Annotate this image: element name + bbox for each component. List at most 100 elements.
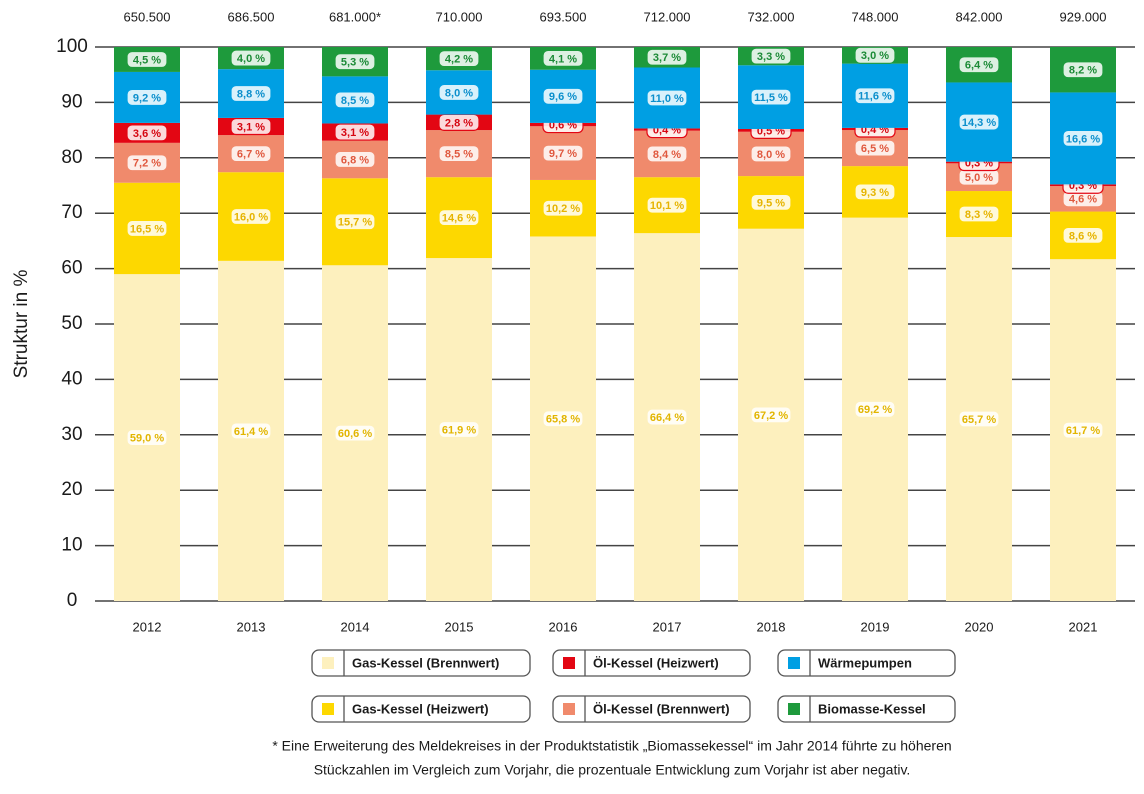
y-tick-label: 0 [67, 590, 78, 611]
value-label-box [750, 406, 792, 424]
value-label-box [126, 50, 168, 69]
value-label-box [1062, 61, 1104, 79]
value-label-box [542, 144, 584, 162]
legend-swatch [322, 703, 334, 715]
value-label-box [230, 49, 272, 67]
value-label: 66,4 % [650, 412, 684, 424]
value-label: 11,6 % [858, 91, 892, 103]
value-label-box [542, 199, 584, 217]
value-label: 4,1 % [549, 53, 577, 65]
legend-box [777, 695, 956, 723]
x-tick-label: 2020 [965, 619, 994, 634]
value-label-box [1062, 226, 1104, 244]
value-label: 6,4 % [965, 60, 993, 72]
x-tick-label: 2013 [237, 619, 266, 634]
value-label-box [750, 193, 792, 211]
legend-box [552, 649, 751, 677]
y-tick-label: 50 [61, 313, 82, 334]
value-label: 2,8 % [445, 117, 473, 129]
y-tick-label: 40 [61, 368, 82, 389]
value-label: 61,9 % [442, 424, 476, 436]
x-tick-label: 2016 [549, 619, 578, 634]
value-label-box [958, 56, 1000, 74]
value-label-box [646, 196, 688, 214]
total-label: 712.000 [644, 9, 691, 24]
value-label: 8,5 % [341, 95, 369, 107]
value-label-box [334, 53, 376, 71]
y-tick-label: 30 [61, 424, 82, 445]
value-label: 8,0 % [445, 87, 473, 99]
legend-swatch [563, 657, 575, 669]
value-label-box [438, 50, 480, 68]
y-tick-label: 10 [61, 535, 82, 556]
value-label-box [542, 49, 584, 67]
legend-box [777, 649, 956, 677]
value-label-box [750, 47, 792, 65]
value-label-box [958, 113, 1000, 131]
x-tick-label: 2018 [757, 619, 786, 634]
y-axis-title: Struktur in % [11, 270, 32, 379]
total-label: 650.500 [124, 9, 171, 24]
value-label: 8,3 % [965, 209, 993, 221]
legend-swatch [788, 703, 800, 715]
value-label-box [334, 213, 376, 231]
value-label: 8,8 % [237, 88, 265, 100]
value-label-box [750, 145, 792, 163]
value-label-box [958, 410, 1000, 428]
value-label-box [126, 219, 168, 238]
value-label-box [334, 123, 376, 141]
value-label: 15,7 % [338, 217, 372, 229]
value-label: 6,8 % [341, 154, 369, 166]
y-tick-label: 80 [61, 147, 82, 168]
value-label-box [438, 83, 480, 102]
value-label: 9,7 % [549, 148, 577, 160]
value-label-box [126, 124, 168, 142]
value-label: 61,4 % [234, 426, 268, 438]
value-label: 6,7 % [237, 149, 265, 161]
total-label: 681.000* [329, 9, 381, 24]
total-label: 929.000 [1060, 9, 1107, 24]
legend-label: Gas-Kessel (Heizwert) [352, 701, 489, 716]
value-label: 14,3 % [962, 117, 996, 129]
value-label: 3,1 % [237, 121, 265, 133]
value-label-box [646, 408, 688, 426]
value-label-box [230, 207, 272, 226]
value-label: 4,6 % [1069, 194, 1097, 206]
value-label-box [334, 150, 376, 169]
y-tick-label: 90 [61, 91, 82, 112]
value-label-box [854, 400, 896, 418]
legend-swatch [563, 703, 575, 715]
value-label-box [854, 183, 896, 201]
value-label: 16,0 % [234, 211, 268, 223]
value-label: 11,5 % [754, 92, 788, 104]
value-label: 5,3 % [341, 57, 369, 69]
value-label: 6,5 % [861, 143, 889, 155]
legend-swatch [322, 657, 334, 669]
legend-label: Biomasse-Kessel [818, 701, 926, 716]
value-label: 59,0 % [130, 432, 164, 444]
value-label-box [854, 139, 896, 157]
value-label: 3,3 % [757, 51, 785, 63]
value-label: 69,2 % [858, 404, 892, 416]
y-tick-label: 70 [61, 202, 82, 223]
value-label: 4,5 % [133, 54, 161, 66]
x-tick-label: 2015 [445, 619, 474, 634]
value-label: 14,6 % [442, 213, 476, 225]
value-label-box [438, 145, 480, 163]
value-label-box [230, 422, 272, 440]
value-label: 8,6 % [1069, 230, 1097, 242]
value-label-box [542, 410, 584, 428]
y-tick-label: 100 [56, 36, 88, 57]
value-label-box [438, 420, 480, 439]
x-tick-label: 2012 [133, 619, 162, 634]
total-label: 732.000 [748, 9, 795, 24]
value-label-box [230, 145, 272, 163]
legend-box [311, 695, 531, 723]
value-label: 3,6 % [133, 128, 161, 140]
footnote: Stückzahlen im Vergleich zum Vorjahr, di… [314, 762, 911, 778]
value-label: 10,1 % [650, 200, 684, 212]
value-label: 67,2 % [754, 410, 788, 422]
value-label-box [542, 87, 584, 105]
total-label: 693.500 [540, 9, 587, 24]
